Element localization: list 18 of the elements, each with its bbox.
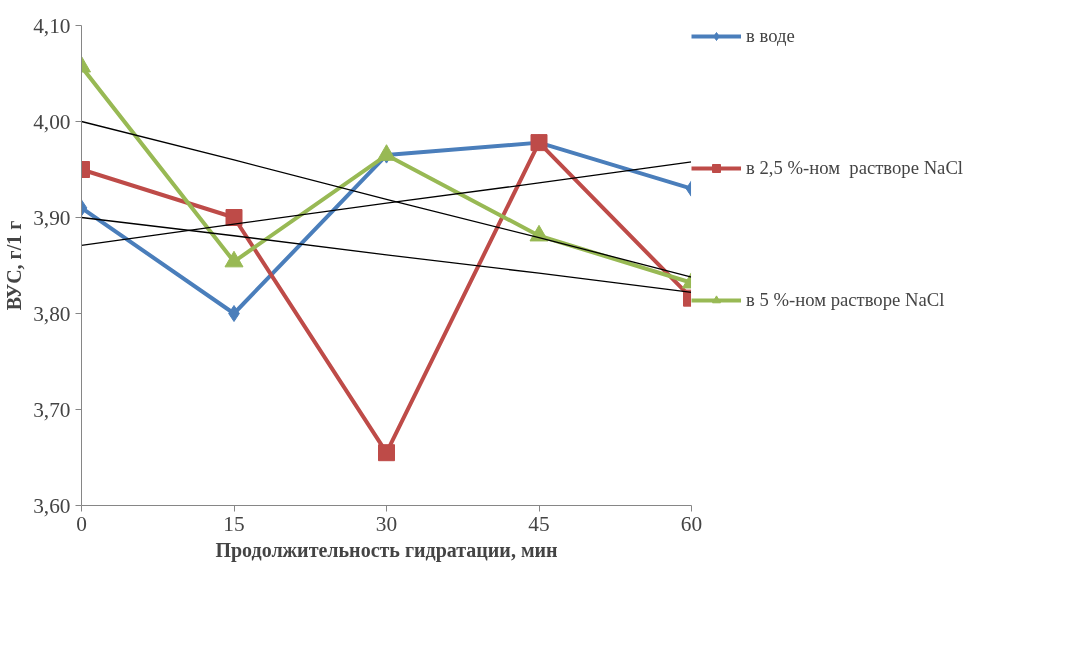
- y-tick-label: 4,10: [33, 13, 71, 38]
- x-tick-label: 0: [76, 511, 87, 536]
- y-axis-title: ВУС, г/1 г: [3, 220, 26, 311]
- legend-label: в 5 %-ном растворе NaCl: [746, 289, 945, 311]
- point: [378, 444, 395, 462]
- y-tick-label: 4,00: [33, 109, 71, 134]
- y-tick-label: 3,70: [33, 397, 71, 422]
- y-tick-label: 3,60: [33, 493, 71, 518]
- x-tick-label: 45: [528, 511, 550, 536]
- legend-label: в 2,5 %-ном растворе NaCl: [746, 157, 964, 179]
- x-tick-label: 15: [223, 511, 245, 536]
- x-tick-label: 30: [375, 511, 398, 536]
- x-tick-label: 60: [680, 511, 703, 536]
- y-tick-label: 3,90: [33, 205, 71, 230]
- y-tick-label: 3,80: [33, 301, 71, 326]
- x-axis-title: Продолжительность гидратации, мин: [215, 538, 558, 562]
- legend-label: в воде: [746, 25, 795, 47]
- point: [225, 209, 243, 226]
